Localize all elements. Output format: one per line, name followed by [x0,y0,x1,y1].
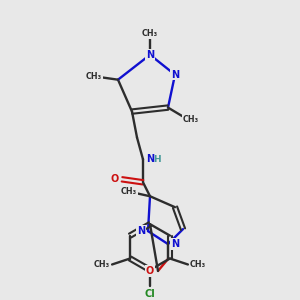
Text: O: O [146,266,154,276]
Text: Cl: Cl [145,289,155,299]
Text: N: N [171,70,179,80]
Text: N: N [146,50,154,60]
Text: H: H [153,155,161,164]
Text: CH₃: CH₃ [94,260,110,269]
Text: CH₃: CH₃ [121,187,137,196]
Text: N: N [137,226,145,236]
Text: CH₃: CH₃ [190,260,206,269]
Text: O: O [111,174,119,184]
Text: CH₃: CH₃ [142,29,158,38]
Text: N: N [171,239,179,249]
Text: N: N [146,154,154,164]
Text: CH₃: CH₃ [86,72,102,81]
Text: CH₃: CH₃ [183,115,199,124]
